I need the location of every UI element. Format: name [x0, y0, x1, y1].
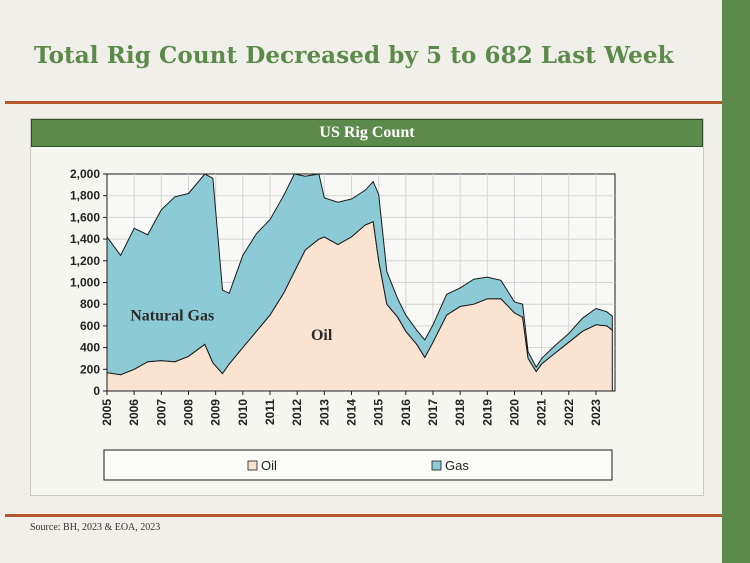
y-tick-label: 1,200 — [70, 254, 100, 268]
x-tick-label: 2012 — [290, 399, 304, 426]
y-axis: 0 200 400 600 800 1,000 1,200 1,400 1,600 1,800 2,… — [70, 167, 107, 398]
title-rule — [5, 101, 722, 104]
y-tick-label: 400 — [80, 341, 100, 355]
right-accent-bar — [722, 0, 750, 563]
legend-gas-swatch — [431, 460, 442, 471]
x-tick-label: 2021 — [535, 399, 549, 426]
x-tick-label: 2011 — [263, 399, 277, 425]
x-tick-label: 2008 — [181, 399, 195, 426]
x-tick-label: 2017 — [426, 399, 440, 426]
x-tick-label: 2018 — [453, 399, 467, 426]
annotation-label: Natural Gas — [130, 307, 214, 324]
annotations: Natural Gas Oil — [130, 307, 333, 344]
y-tick-label: 1,000 — [70, 276, 100, 290]
y-tick-label: 2,000 — [70, 167, 100, 181]
x-tick-label: 2010 — [236, 399, 250, 426]
annotation-label: Oil — [311, 327, 333, 344]
gas-area — [106, 173, 613, 376]
x-tick-label: 2014 — [344, 399, 358, 426]
x-tick-label: 2005 — [100, 399, 114, 426]
legend-gas-label: Gas — [445, 458, 469, 473]
legend-oil-swatch — [247, 460, 258, 471]
y-tick-label: 600 — [80, 319, 100, 333]
x-tick-label: 2020 — [507, 399, 521, 426]
x-tick-label: 2007 — [154, 399, 168, 426]
legend-oil-label: Oil — [261, 458, 277, 473]
x-tick-label: 2019 — [480, 399, 494, 426]
legend: Oil Gas — [103, 449, 613, 481]
slide-title: Total Rig Count Decreased by 5 to 682 La… — [34, 42, 674, 69]
y-tick-label: 1,600 — [70, 210, 100, 224]
y-tick-label: 800 — [80, 297, 100, 311]
x-tick-label: 2022 — [562, 399, 576, 426]
chart-panel: US Rig Count 0 200 400 600 800 1,000 1,200 1,40… — [30, 118, 704, 496]
x-axis: 2005 2006 2007 2008 2009 2010 2011 2012 2013 2014… — [100, 391, 603, 426]
rig-count-chart: 0 200 400 600 800 1,000 1,200 1,400 1,600 1,800 2,… — [70, 167, 616, 481]
y-tick-label: 1,400 — [70, 232, 100, 246]
x-tick-label: 2009 — [209, 399, 223, 426]
y-tick-label: 0 — [93, 384, 100, 398]
x-tick-label: 2023 — [589, 399, 603, 426]
y-tick-label: 1,800 — [70, 189, 100, 203]
footer-rule — [5, 514, 722, 517]
legend-box — [103, 449, 613, 481]
y-tick-label: 200 — [80, 362, 100, 376]
x-tick-label: 2015 — [372, 399, 386, 426]
source-note: Source: BH, 2023 & EOA, 2023 — [30, 522, 161, 533]
x-tick-label: 2016 — [399, 399, 413, 426]
x-tick-label: 2006 — [127, 399, 141, 426]
x-tick-label: 2013 — [317, 399, 331, 426]
chart-title: US Rig Count — [31, 119, 703, 147]
